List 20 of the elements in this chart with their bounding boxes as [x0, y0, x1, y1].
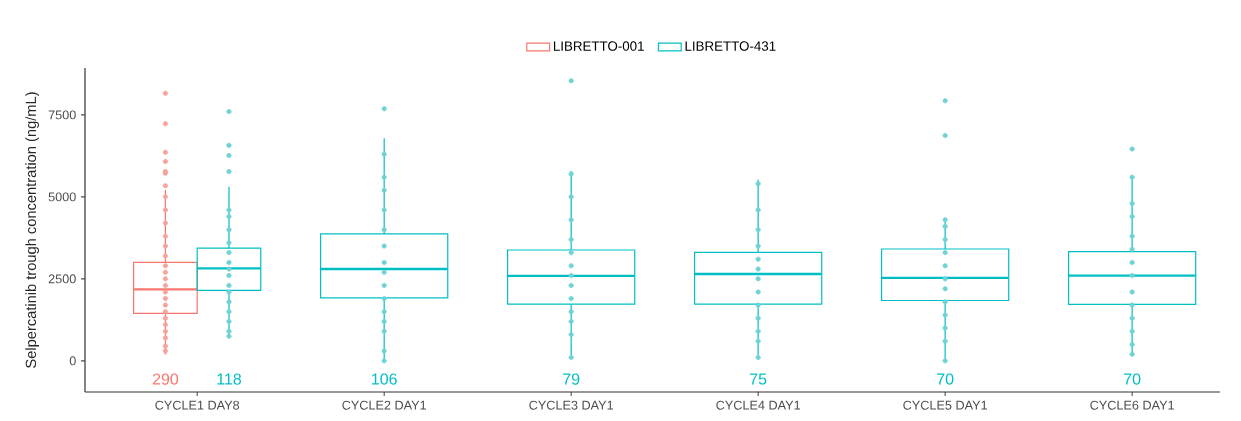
- annotation: 106: [372, 373, 397, 385]
- x-tick-label: CYCLE2 DAY1: [342, 400, 427, 410]
- x-tick-label: CYCLE3 DAY1: [529, 400, 614, 410]
- annotation: 70: [1124, 373, 1141, 385]
- annotation: 79: [563, 373, 580, 385]
- x-tick-label: CYCLE5 DAY1: [903, 400, 987, 410]
- annotation: 118: [217, 373, 242, 385]
- x-tick-label: CYCLE4 DAY1: [716, 400, 800, 410]
- y-tick-label: 5000: [48, 192, 76, 202]
- annotation: 75: [750, 373, 767, 385]
- x-tick-label: CYCLE6 DAY1: [1090, 400, 1174, 410]
- annotation: 290: [152, 373, 179, 385]
- annotation: 70: [937, 373, 954, 385]
- y-tick-label: 7500: [48, 110, 76, 120]
- x-tick-label: CYCLE1 DAY8: [155, 400, 240, 410]
- y-tick-label: 2500: [48, 274, 76, 284]
- y-tick-label: 0: [69, 356, 76, 366]
- legend-label: LIBRETTO-431: [685, 41, 776, 51]
- y-axis-title: Selpercatinib trough concentration (ng/mL): [25, 92, 39, 368]
- legend-label: LIBRETTO-001: [553, 41, 644, 51]
